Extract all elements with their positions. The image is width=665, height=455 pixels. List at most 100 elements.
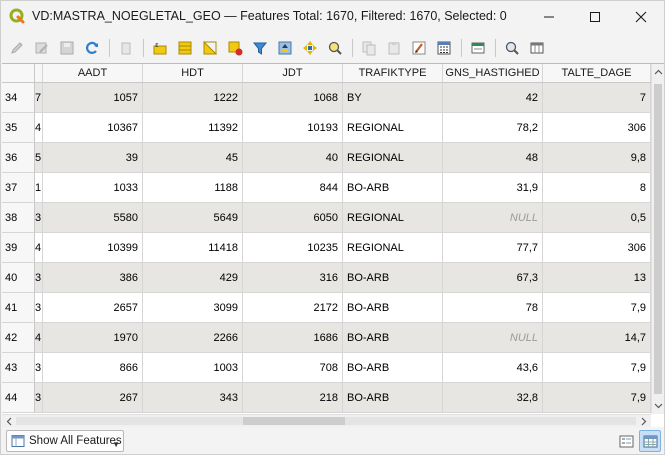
table-row[interactable]: 37 1 1033 1188 844 BO-ARB 31,9 8 bbox=[2, 173, 652, 203]
table-row[interactable]: 39 4 10399 11418 10235 REGIONAL 77,7 306 bbox=[2, 233, 652, 263]
cell-aadt[interactable]: 1033 bbox=[43, 173, 143, 203]
table-row[interactable]: 41 3 2657 3099 2172 BO-ARB 78 7,9 bbox=[2, 293, 652, 323]
row-header[interactable]: 34 bbox=[2, 83, 35, 113]
cell-gns-hastighed[interactable]: 78,2 bbox=[443, 113, 543, 143]
cell-aadt[interactable]: 866 bbox=[43, 353, 143, 383]
cell-jdt[interactable]: 10235 bbox=[243, 233, 343, 263]
scroll-left-arrow-icon[interactable] bbox=[5, 417, 14, 426]
row-header[interactable]: 35 bbox=[2, 113, 35, 143]
row-header[interactable]: 38 bbox=[2, 203, 35, 233]
cell-hidden-column[interactable]: 7 bbox=[35, 83, 43, 113]
cell-jdt[interactable]: 218 bbox=[243, 383, 343, 413]
cell-hdt[interactable]: 1188 bbox=[143, 173, 243, 203]
cell-hdt[interactable]: 45 bbox=[143, 143, 243, 173]
row-header[interactable]: 43 bbox=[2, 353, 35, 383]
table-row[interactable]: 35 4 10367 11392 10193 REGIONAL 78,2 306 bbox=[2, 113, 652, 143]
cell-jdt[interactable]: 708 bbox=[243, 353, 343, 383]
cell-talte-dage[interactable]: 8 bbox=[543, 173, 651, 203]
column-header-jdt[interactable]: JDT bbox=[243, 64, 343, 83]
cell-aadt[interactable]: 386 bbox=[43, 263, 143, 293]
cell-talte-dage[interactable]: 306 bbox=[543, 113, 651, 143]
column-header-talte-dage[interactable]: TALTE_DAGE bbox=[543, 64, 651, 83]
cell-hdt[interactable]: 1222 bbox=[143, 83, 243, 113]
close-button[interactable] bbox=[618, 1, 664, 32]
cell-jdt[interactable]: 1686 bbox=[243, 323, 343, 353]
cell-gns-hastighed[interactable]: NULL bbox=[443, 323, 543, 353]
vertical-scrollbar[interactable] bbox=[651, 64, 664, 414]
cell-talte-dage[interactable]: 9,8 bbox=[543, 143, 651, 173]
cell-hdt[interactable]: 11418 bbox=[143, 233, 243, 263]
feature-filter-dropdown[interactable]: Show All Features ▼ bbox=[6, 430, 124, 452]
cell-gns-hastighed[interactable]: NULL bbox=[443, 203, 543, 233]
cell-gns-hastighed[interactable]: 78 bbox=[443, 293, 543, 323]
toggle-editing-button[interactable] bbox=[6, 37, 28, 59]
cell-aadt[interactable]: 10399 bbox=[43, 233, 143, 263]
cell-gns-hastighed[interactable]: 32,8 bbox=[443, 383, 543, 413]
form-view-button[interactable] bbox=[615, 430, 637, 452]
cell-talte-dage[interactable]: 13 bbox=[543, 263, 651, 293]
multi-edit-button[interactable] bbox=[31, 37, 53, 59]
scroll-down-arrow-icon[interactable] bbox=[654, 401, 663, 410]
row-header[interactable]: 42 bbox=[2, 323, 35, 353]
cell-gns-hastighed[interactable]: 43,6 bbox=[443, 353, 543, 383]
row-header[interactable]: 44 bbox=[2, 383, 35, 413]
cell-aadt[interactable]: 1057 bbox=[43, 83, 143, 113]
cell-jdt[interactable]: 40 bbox=[243, 143, 343, 173]
cell-trafiktype[interactable]: BO-ARB bbox=[343, 383, 443, 413]
cell-hidden-column[interactable]: 3 bbox=[35, 203, 43, 233]
cell-gns-hastighed[interactable]: 42 bbox=[443, 83, 543, 113]
scroll-right-arrow-icon[interactable] bbox=[639, 417, 648, 426]
cell-aadt[interactable]: 5580 bbox=[43, 203, 143, 233]
minimize-button[interactable] bbox=[526, 1, 572, 32]
column-header-hdt[interactable]: HDT bbox=[143, 64, 243, 83]
zoom-to-selection-button[interactable] bbox=[324, 37, 346, 59]
cell-trafiktype[interactable]: REGIONAL bbox=[343, 113, 443, 143]
vertical-scroll-thumb[interactable] bbox=[654, 84, 662, 394]
attribute-table[interactable]: AADT HDT JDT TRAFIKTYPE GNS_HASTIGHED TA… bbox=[2, 63, 664, 427]
cell-hdt[interactable]: 3099 bbox=[143, 293, 243, 323]
pan-to-selection-button[interactable] bbox=[299, 37, 321, 59]
maximize-button[interactable] bbox=[572, 1, 618, 32]
cell-hdt[interactable]: 5649 bbox=[143, 203, 243, 233]
column-header-gns-hastighed[interactable]: GNS_HASTIGHED bbox=[443, 64, 543, 83]
cell-talte-dage[interactable]: 7,9 bbox=[543, 353, 651, 383]
select-by-expression-button[interactable]: ε bbox=[149, 37, 171, 59]
cell-jdt[interactable]: 316 bbox=[243, 263, 343, 293]
horizontal-scroll-thumb[interactable] bbox=[243, 417, 345, 425]
cell-gns-hastighed[interactable]: 48 bbox=[443, 143, 543, 173]
cell-talte-dage[interactable]: 7,9 bbox=[543, 383, 651, 413]
select-all-button[interactable] bbox=[174, 37, 196, 59]
dock-window-button[interactable] bbox=[467, 37, 489, 59]
cell-hidden-column[interactable]: 5 bbox=[35, 143, 43, 173]
cell-aadt[interactable]: 1970 bbox=[43, 323, 143, 353]
cell-talte-dage[interactable]: 7 bbox=[543, 83, 651, 113]
table-row[interactable]: 38 3 5580 5649 6050 REGIONAL NULL 0,5 bbox=[2, 203, 652, 233]
cell-hdt[interactable]: 11392 bbox=[143, 113, 243, 143]
column-header-aadt[interactable]: AADT bbox=[43, 64, 143, 83]
cell-jdt[interactable]: 10193 bbox=[243, 113, 343, 143]
column-header-hidden[interactable] bbox=[35, 64, 43, 83]
reload-button[interactable] bbox=[81, 37, 103, 59]
cell-aadt[interactable]: 267 bbox=[43, 383, 143, 413]
cell-hidden-column[interactable]: 4 bbox=[35, 323, 43, 353]
cell-trafiktype[interactable]: REGIONAL bbox=[343, 233, 443, 263]
scroll-up-arrow-icon[interactable] bbox=[654, 68, 663, 77]
cell-gns-hastighed[interactable]: 67,3 bbox=[443, 263, 543, 293]
cell-trafiktype[interactable]: REGIONAL bbox=[343, 143, 443, 173]
delete-feature-button[interactable] bbox=[115, 37, 137, 59]
cell-hidden-column[interactable]: 3 bbox=[35, 293, 43, 323]
cell-gns-hastighed[interactable]: 77,7 bbox=[443, 233, 543, 263]
invert-selection-button[interactable] bbox=[199, 37, 221, 59]
cell-hidden-column[interactable]: 3 bbox=[35, 383, 43, 413]
table-corner[interactable] bbox=[2, 64, 35, 83]
paste-features-button[interactable] bbox=[383, 37, 405, 59]
cell-trafiktype[interactable]: BO-ARB bbox=[343, 323, 443, 353]
cell-talte-dage[interactable]: 14,7 bbox=[543, 323, 651, 353]
table-row[interactable]: 34 7 1057 1222 1068 BY 42 7 bbox=[2, 83, 652, 113]
table-view-button[interactable] bbox=[639, 430, 661, 452]
zoom-map-to-features-button[interactable] bbox=[501, 37, 523, 59]
cell-trafiktype[interactable]: REGIONAL bbox=[343, 203, 443, 233]
cell-talte-dage[interactable]: 0,5 bbox=[543, 203, 651, 233]
cell-jdt[interactable]: 844 bbox=[243, 173, 343, 203]
filter-selected-button[interactable] bbox=[249, 37, 271, 59]
